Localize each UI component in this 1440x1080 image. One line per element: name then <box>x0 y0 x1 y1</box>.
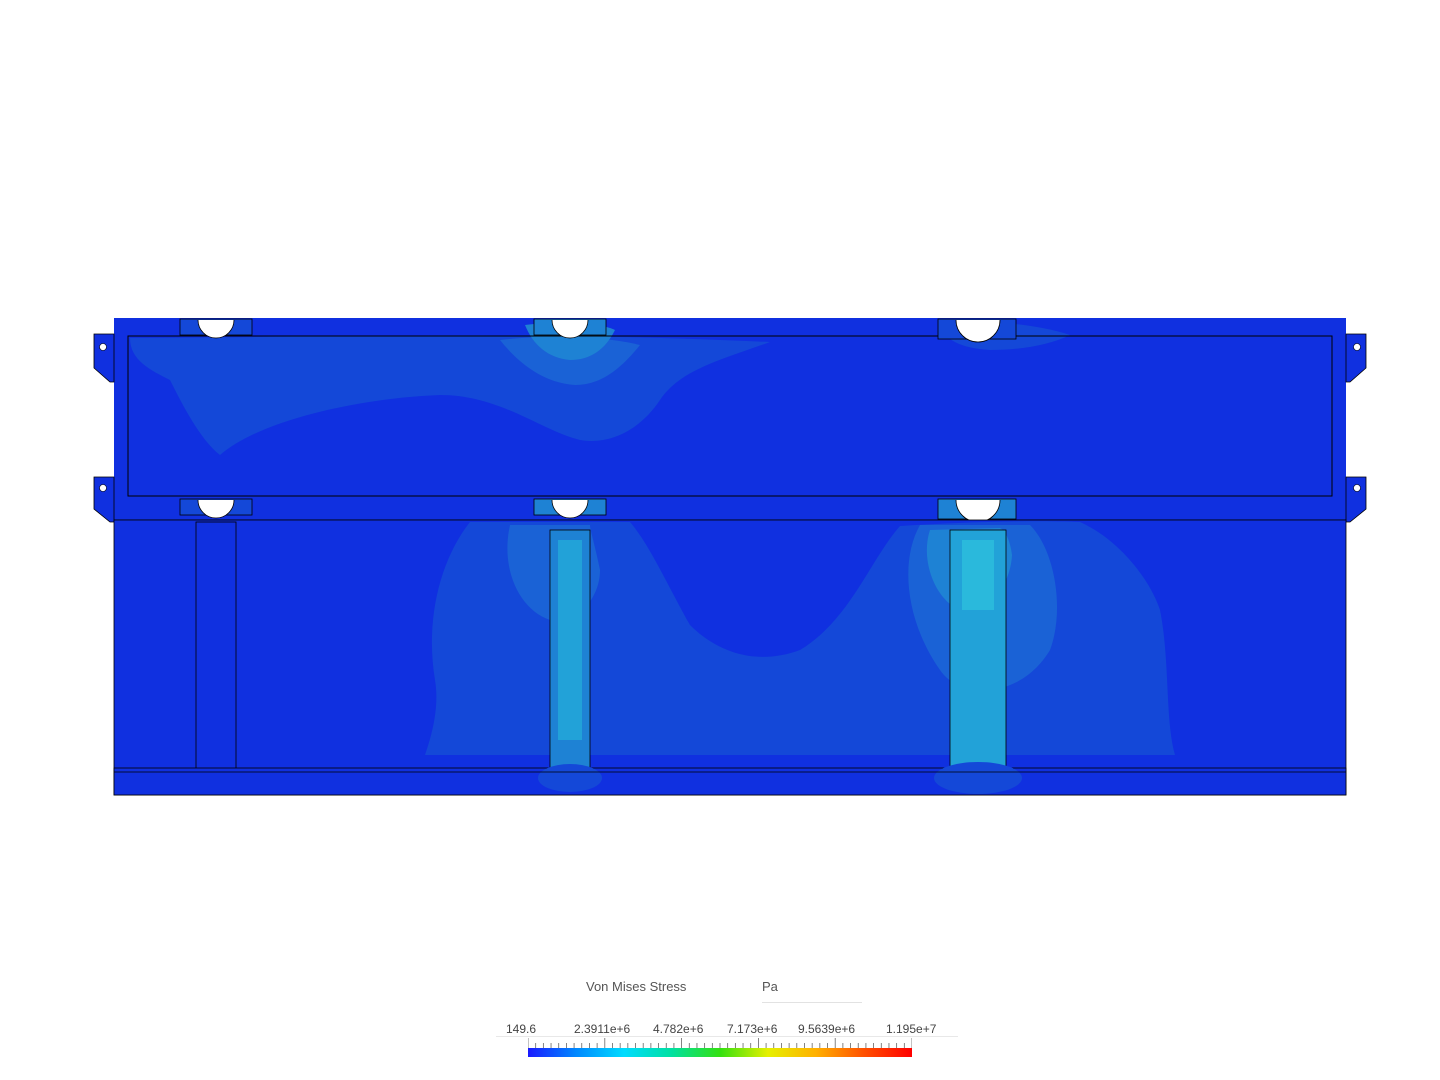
support-post-core <box>558 540 582 740</box>
mount-hole <box>1353 484 1361 492</box>
mount-hole <box>99 343 107 351</box>
pipe-saddle <box>533 498 607 519</box>
pipe-saddle <box>937 498 1017 523</box>
mount-tab <box>93 476 115 523</box>
legend-ticks <box>528 1038 912 1048</box>
legend-colorbar <box>528 1048 912 1057</box>
pipe-saddle <box>533 318 607 339</box>
legend-unit-label: Pa <box>762 979 778 994</box>
mount-tab <box>93 333 115 383</box>
pipe-saddle <box>179 498 253 519</box>
legend-tick-label: 1.195e+7 <box>886 1022 937 1036</box>
stress-contour-model <box>93 318 1367 796</box>
upper-frame <box>93 318 1367 523</box>
stress-band <box>934 762 1022 794</box>
pipe-saddle <box>179 318 253 339</box>
stress-band <box>538 764 602 792</box>
mount-hole <box>99 484 107 492</box>
legend-tick-label: 4.782e+6 <box>653 1022 704 1036</box>
stress-hotspot <box>962 540 994 610</box>
legend-divider <box>496 1036 958 1037</box>
legend-tick-label: 9.5639e+6 <box>798 1022 856 1036</box>
legend-tick-label: 2.3911e+6 <box>574 1022 631 1036</box>
legend-tick-label: 149.6 <box>506 1022 537 1036</box>
mount-hole <box>1353 343 1361 351</box>
color-legend: Von Mises Stress Pa 149.6 2.3911e+6 4.78… <box>490 972 960 1072</box>
stress-band <box>500 336 640 385</box>
legend-quantity-label: Von Mises Stress <box>586 979 687 994</box>
lower-frame <box>113 519 1347 796</box>
pipe-saddle <box>937 318 1017 343</box>
legend-divider <box>762 1002 862 1003</box>
upper-inner-panel <box>127 335 1333 497</box>
simulation-viewport[interactable] <box>0 0 1440 960</box>
legend-tick-label: 7.173e+6 <box>727 1022 778 1036</box>
mount-tab <box>1345 476 1367 523</box>
mount-tab <box>1345 333 1367 383</box>
bottom-rail <box>113 767 1347 796</box>
support-post <box>195 521 237 773</box>
